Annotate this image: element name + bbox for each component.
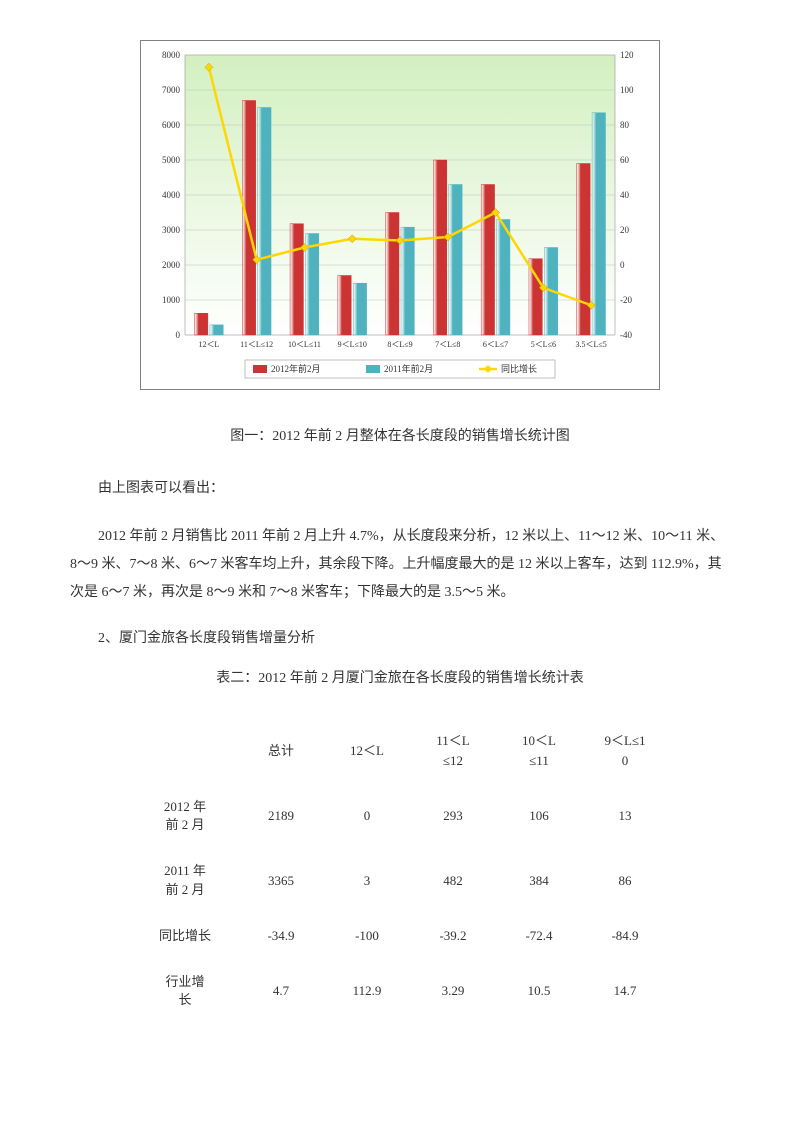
table-row: 2011 年前 2 月3365348238486 (132, 848, 668, 912)
svg-text:-20: -20 (620, 295, 632, 305)
table-cell: 3 (324, 848, 410, 912)
table-col-header: 9＜L≤10 (582, 717, 668, 784)
table-cell: -72.4 (496, 913, 582, 959)
svg-text:0: 0 (176, 330, 181, 340)
table-col-header: 11＜L≤12 (410, 717, 496, 784)
table-2: 总计12＜L11＜L≤1210＜L≤119＜L≤10 2012 年前 2 月21… (132, 717, 668, 1023)
table-row-header: 2012 年前 2 月 (132, 784, 238, 848)
svg-text:-40: -40 (620, 330, 632, 340)
svg-text:120: 120 (620, 50, 634, 60)
table-row-header: 2011 年前 2 月 (132, 848, 238, 912)
svg-text:100: 100 (620, 85, 634, 95)
svg-text:同比增长: 同比增长 (501, 363, 537, 374)
table-cell: 0 (324, 784, 410, 848)
svg-text:2012年前2月: 2012年前2月 (271, 363, 321, 374)
table-cell: -100 (324, 913, 410, 959)
table-2-caption: 表二：2012 年前 2 月厦门金旅在各长度段的销售增长统计表 (70, 667, 730, 687)
svg-text:5＜L≤6: 5＜L≤6 (531, 340, 556, 349)
table-cell: 2189 (238, 784, 324, 848)
table-col-header (132, 717, 238, 784)
table-cell: 86 (582, 848, 668, 912)
table-col-header: 10＜L≤11 (496, 717, 582, 784)
table-cell: 13 (582, 784, 668, 848)
svg-text:2000: 2000 (162, 260, 181, 270)
svg-text:10＜L≤11: 10＜L≤11 (288, 340, 321, 349)
svg-text:12＜L: 12＜L (198, 340, 219, 349)
table-cell: 384 (496, 848, 582, 912)
table-cell: 3365 (238, 848, 324, 912)
svg-text:2011年前2月: 2011年前2月 (384, 363, 433, 374)
svg-text:9＜L≤10: 9＜L≤10 (338, 340, 367, 349)
svg-text:6＜L≤7: 6＜L≤7 (483, 340, 508, 349)
svg-text:7＜L≤8: 7＜L≤8 (435, 340, 460, 349)
svg-text:20: 20 (620, 225, 630, 235)
svg-text:1000: 1000 (162, 295, 181, 305)
svg-text:8000: 8000 (162, 50, 181, 60)
svg-text:80: 80 (620, 120, 630, 130)
table-row: 同比增长-34.9-100-39.2-72.4-84.9 (132, 913, 668, 959)
table-cell: -84.9 (582, 913, 668, 959)
svg-text:11＜L≤12: 11＜L≤12 (240, 340, 273, 349)
table-cell: 10.5 (496, 959, 582, 1023)
table-cell: 112.9 (324, 959, 410, 1023)
table-row-header: 行业增长 (132, 959, 238, 1023)
svg-text:8＜L≤9: 8＜L≤9 (387, 340, 412, 349)
lead-text: 由上图表可以看出： (70, 475, 730, 503)
svg-text:6000: 6000 (162, 120, 181, 130)
analysis-paragraph-1: 2012 年前 2 月销售比 2011 年前 2 月上升 4.7%，从长度段来分… (70, 523, 730, 607)
svg-text:0: 0 (620, 260, 625, 270)
table-cell: -34.9 (238, 913, 324, 959)
svg-text:4000: 4000 (162, 190, 181, 200)
svg-text:5000: 5000 (162, 155, 181, 165)
table-col-header: 12＜L (324, 717, 410, 784)
table-cell: 3.29 (410, 959, 496, 1023)
table-row-header: 同比增长 (132, 913, 238, 959)
svg-text:3000: 3000 (162, 225, 181, 235)
svg-text:60: 60 (620, 155, 630, 165)
svg-text:40: 40 (620, 190, 630, 200)
svg-text:3.5＜L≤5: 3.5＜L≤5 (575, 340, 606, 349)
svg-text:7000: 7000 (162, 85, 181, 95)
table-cell: -39.2 (410, 913, 496, 959)
table-col-header: 总计 (238, 717, 324, 784)
table-cell: 482 (410, 848, 496, 912)
chart-figure-1: 0 1000 2000 3000 4000 5000 6000 7000 8000 -40 -20 0… (140, 40, 660, 395)
figure-1-caption: 图一：2012 年前 2 月整体在各长度段的销售增长统计图 (70, 425, 730, 445)
section-2-heading: 2、厦门金旅各长度段销售增量分析 (70, 627, 730, 647)
table-row: 行业增长4.7112.93.2910.514.7 (132, 959, 668, 1023)
table-cell: 106 (496, 784, 582, 848)
table-cell: 4.7 (238, 959, 324, 1023)
table-cell: 14.7 (582, 959, 668, 1023)
table-cell: 293 (410, 784, 496, 848)
table-row: 2012 年前 2 月2189029310613 (132, 784, 668, 848)
